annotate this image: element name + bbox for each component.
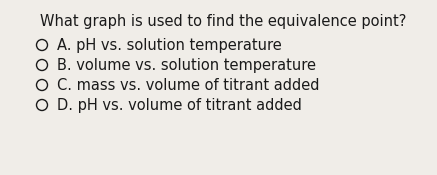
Text: What graph is used to find the equivalence point?: What graph is used to find the equivalen… <box>40 14 406 29</box>
Text: B. volume vs. solution temperature: B. volume vs. solution temperature <box>57 58 316 73</box>
Text: D. pH vs. volume of titrant added: D. pH vs. volume of titrant added <box>57 98 302 113</box>
Text: A. pH vs. solution temperature: A. pH vs. solution temperature <box>57 38 282 53</box>
Text: C. mass vs. volume of titrant added: C. mass vs. volume of titrant added <box>57 78 319 93</box>
